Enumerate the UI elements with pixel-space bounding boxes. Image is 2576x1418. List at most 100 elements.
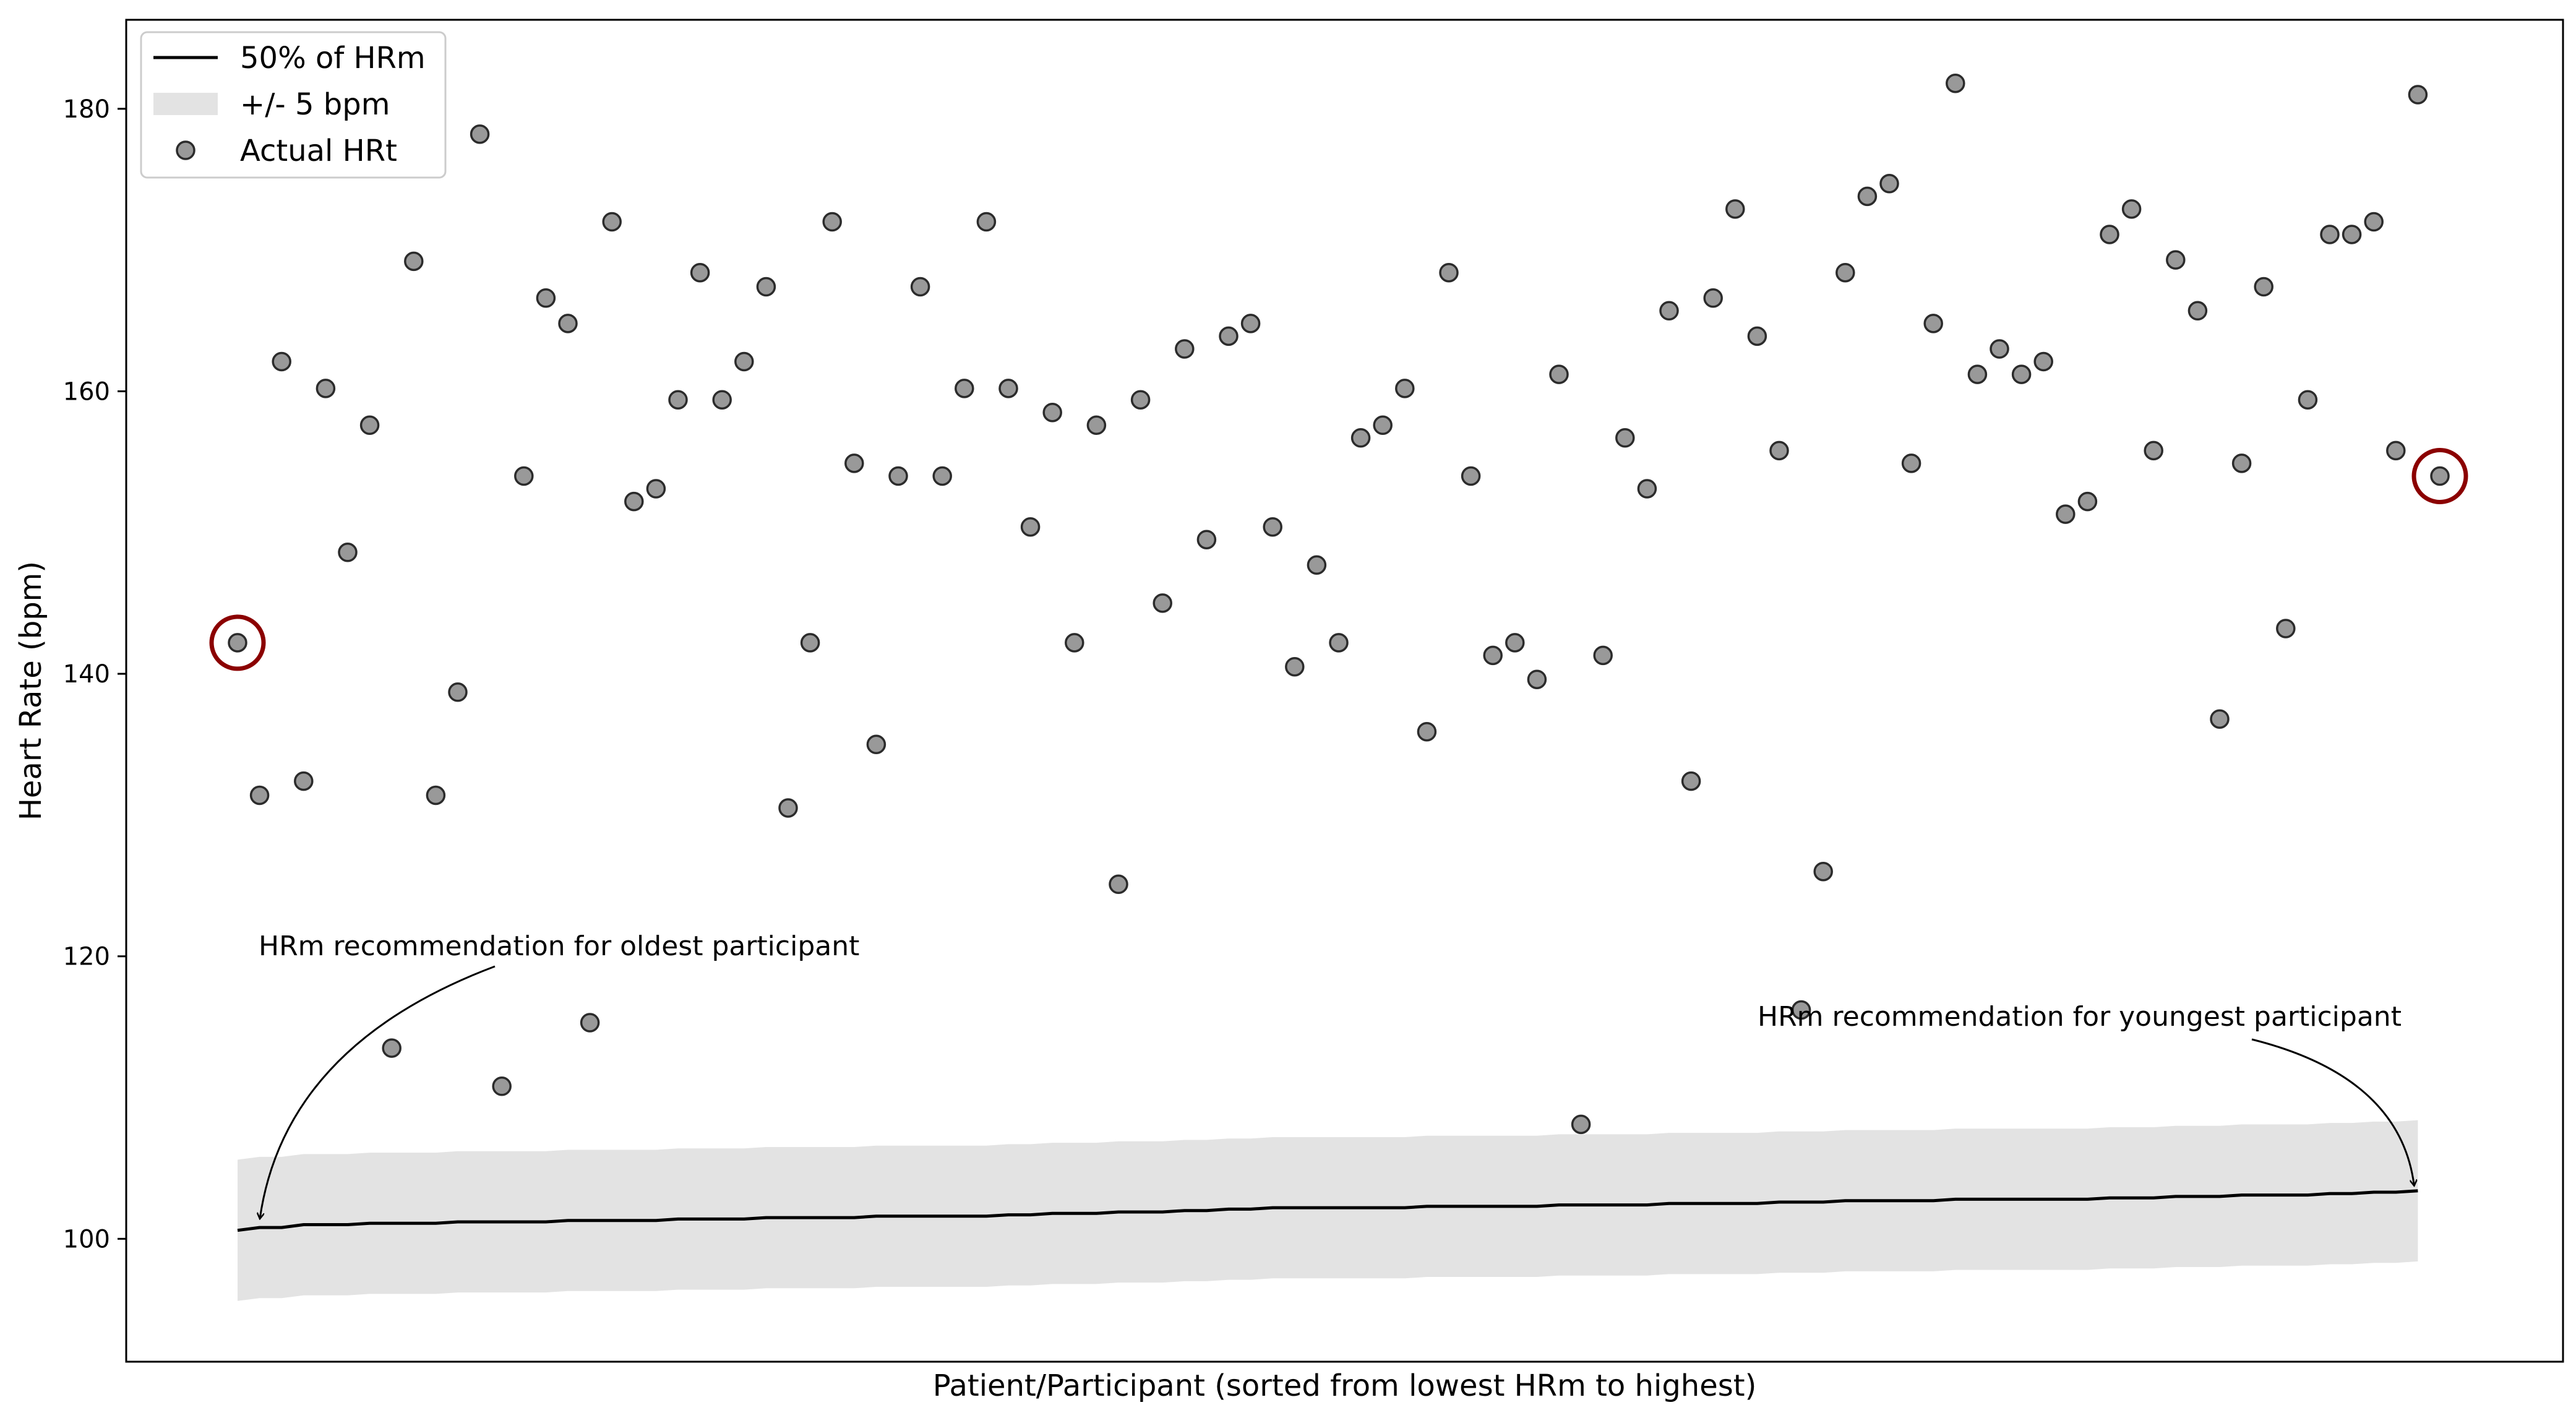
data-point [976,212,997,232]
data-point [1813,861,1833,882]
data-point [1593,645,1613,666]
data-point [998,379,1018,398]
data-point [1219,326,1239,346]
data-point [492,1076,512,1096]
data-point [272,351,291,372]
data-point [1307,555,1327,575]
legend-swatch-band [153,93,218,115]
data-point [844,453,864,473]
data-point [1417,721,1437,742]
data-point [2231,453,2252,473]
plot-frame [125,19,2564,1363]
legend-swatch-marker [176,140,195,160]
data-point [800,633,820,653]
annotation-arrow-youngest [2251,1038,2414,1186]
data-point [1967,364,1988,384]
data-point [1461,466,1481,486]
data-point [404,251,424,272]
data-point [2430,466,2450,486]
data-point [2077,491,2098,512]
data-point [2187,301,2208,321]
data-point [690,262,710,283]
data-point [1505,633,1525,653]
data-point [1571,1114,1591,1135]
legend-frame [140,31,447,179]
data-point [1725,199,1745,219]
data-point [1175,339,1195,359]
data-point [602,212,622,232]
legend-label: Actual HRt [240,134,397,168]
data-point [2166,250,2186,270]
x-axis-label: Patient/Participant (sorted from lowest … [933,1369,1757,1403]
data-point [448,682,468,702]
data-point [888,466,908,486]
y-axis-label: Heart Rate (bpm) [14,561,48,820]
data-point [1020,517,1041,537]
data-point [866,734,887,755]
data-point [558,314,578,333]
data-point [646,479,666,499]
hrm-band [238,1120,2418,1301]
hrm-band-layer [238,1120,2418,1301]
data-point [1350,428,1371,448]
data-point [2144,440,2163,461]
data-point [2254,277,2273,297]
y-axis: 100 120 140 160 180 [63,95,126,1253]
data-point [756,277,776,297]
data-point [426,785,446,806]
data-point [1285,656,1305,677]
data-point [1659,301,1679,321]
data-point [822,212,842,232]
data-point [1879,174,1899,194]
data-point [1747,326,1767,346]
data-point [228,633,247,653]
data-point [470,124,490,144]
data-point [2210,709,2230,729]
data-point [668,390,688,410]
data-point [778,798,798,818]
y-tick-label: 180 [63,95,110,124]
data-point [1439,262,1459,283]
data-point [338,543,358,562]
data-point [1946,73,1965,93]
data-point [2276,619,2296,638]
data-point [294,771,314,791]
highlight-layer [209,448,2468,671]
data-point [1549,364,1569,384]
annotation-oldest: HRm recommendation for oldest participan… [259,930,859,962]
y-tick-label: 140 [63,660,110,689]
data-point [2408,85,2428,105]
data-point [2011,364,2032,384]
data-point [734,351,754,372]
data-point [1681,771,1701,791]
data-point [536,288,556,308]
hrm-line-layer [237,1189,2418,1232]
data-point [1791,1000,1811,1020]
legend-label: 50% of HRm [240,41,426,75]
data-point [955,379,974,398]
data-point [1109,874,1128,895]
data-point [1703,288,1723,308]
data-point [1835,262,1855,283]
data-point [1153,593,1172,613]
data-point [624,491,644,512]
data-point [1395,379,1415,398]
highlight-ring [2411,448,2468,504]
data-point [2121,199,2142,219]
annotation-arrow-oldest [260,965,496,1219]
data-point [580,1013,600,1033]
data-point [1373,415,1393,436]
data-point [1483,645,1503,666]
data-point [712,390,732,410]
y-tick-label: 100 [63,1225,110,1253]
y-tick-label: 160 [63,377,110,406]
data-point [1329,633,1349,653]
data-point [1901,453,1921,473]
points-layer [228,73,2450,1135]
data-point [2033,351,2053,372]
data-point [2298,390,2318,410]
data-point [2342,225,2362,244]
data-point [1857,186,1878,207]
data-point [382,1038,401,1058]
